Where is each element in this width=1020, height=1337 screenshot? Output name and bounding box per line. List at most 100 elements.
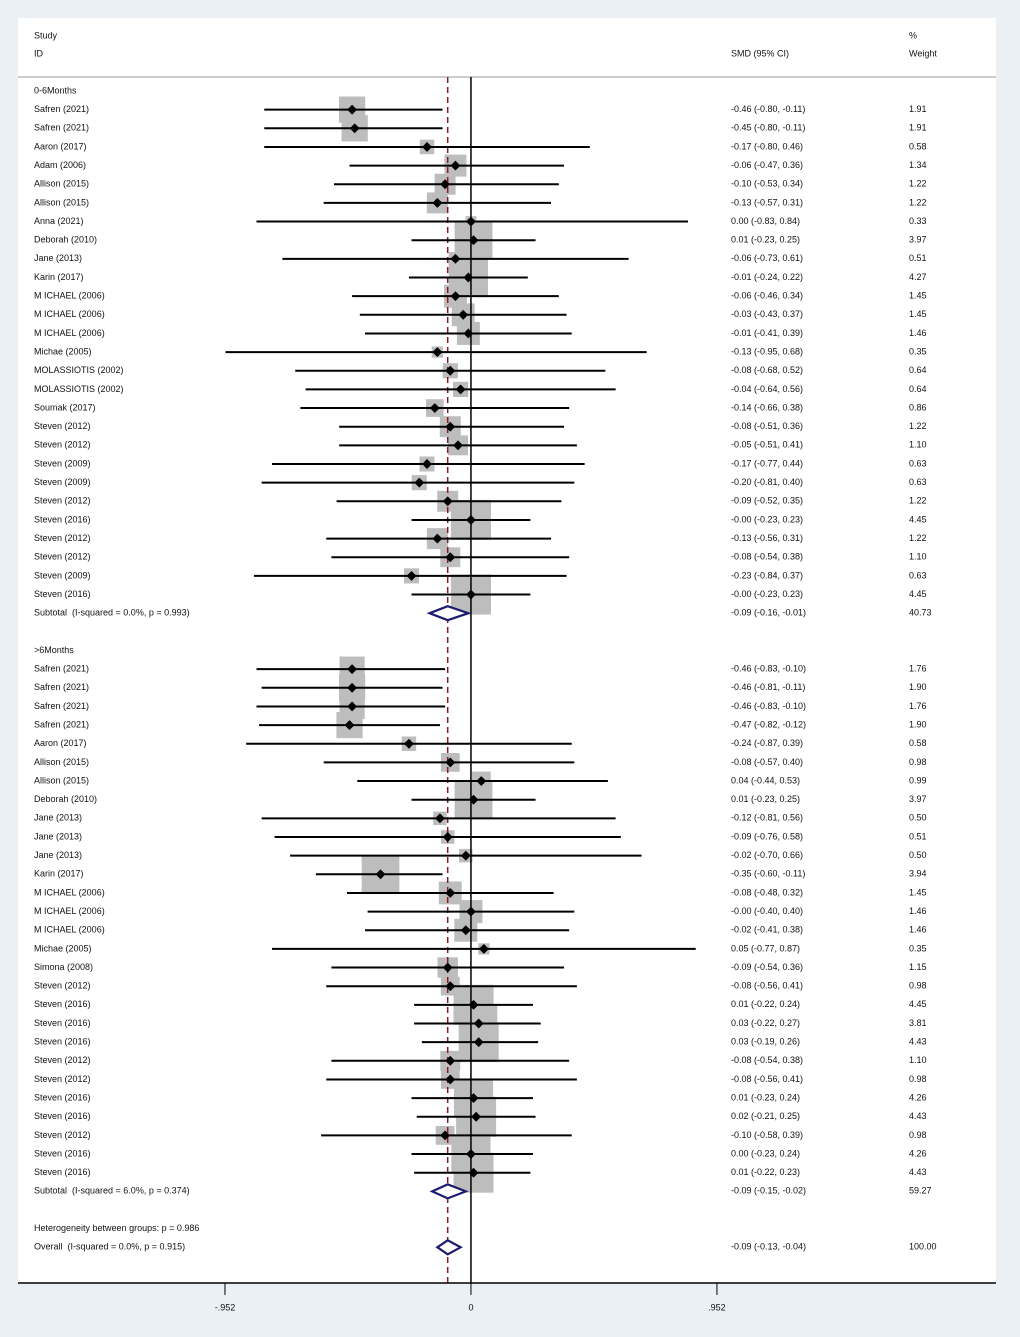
effect-label: -0.06 (-0.47, 0.36) (731, 160, 803, 170)
weight-label: 1.46 (909, 328, 927, 338)
point-estimate (406, 570, 417, 581)
study-label: Allison (2015) (34, 197, 89, 207)
weight-label: 1.91 (909, 104, 927, 114)
study-label: Karin (2017) (34, 272, 84, 282)
study-label: Safren (2021) (34, 682, 89, 692)
weight-label: 0.50 (909, 850, 927, 860)
header-id: ID (34, 48, 44, 58)
study-label: Steven (2016) (34, 514, 91, 524)
study-label: MOLASSIOTIS (2002) (34, 384, 124, 394)
weight-label: 0.64 (909, 384, 927, 394)
header-pct: % (909, 30, 917, 40)
point-estimate (445, 981, 456, 992)
weight-label: 3.81 (909, 1018, 927, 1028)
weight-label: 59.27 (909, 1186, 932, 1196)
effect-label: 0.03 (-0.19, 0.26) (731, 1037, 800, 1047)
point-estimate (458, 309, 469, 320)
pooled-diamond (426, 605, 472, 622)
effect-label: -0.06 (-0.46, 0.34) (731, 291, 803, 301)
study-label: Steven (2012) (34, 552, 91, 562)
study-label: M ICHAEL (2006) (34, 925, 105, 935)
point-estimate (442, 962, 453, 973)
weight-label: 1.22 (909, 179, 927, 189)
study-label: Safren (2021) (34, 701, 89, 711)
effect-label: -0.35 (-0.60, -0.11) (731, 869, 805, 879)
point-estimate (445, 1074, 456, 1085)
effect-label: -0.13 (-0.56, 0.31) (731, 533, 803, 543)
effect-label: -0.10 (-0.53, 0.34) (731, 179, 803, 189)
point-estimate (468, 999, 479, 1010)
point-estimate (473, 1037, 484, 1048)
effect-label: 0.01 (-0.23, 0.25) (731, 794, 800, 804)
effect-label: -0.14 (-0.66, 0.38) (731, 402, 803, 412)
study-label: Steven (2009) (34, 458, 91, 468)
weight-label: 1.45 (909, 887, 927, 897)
study-label: Steven (2016) (34, 1111, 91, 1121)
point-estimate (473, 1018, 484, 1029)
weight-label: 4.43 (909, 1167, 927, 1177)
weight-label: 0.98 (909, 1074, 927, 1084)
effect-label: -0.45 (-0.80, -0.11) (731, 123, 805, 133)
study-label: Steven (2012) (34, 981, 91, 991)
point-estimate (445, 888, 456, 898)
study-label: Steven (2016) (34, 999, 91, 1009)
weight-label: 4.27 (909, 272, 927, 282)
effect-label: -0.20 (-0.81, 0.40) (731, 477, 803, 487)
effect-label: 0.00 (-0.83, 0.84) (731, 216, 800, 226)
weight-label: 1.45 (909, 291, 927, 301)
study-label: Safren (2021) (34, 123, 89, 133)
effect-label: -0.23 (-0.84, 0.37) (731, 570, 803, 580)
study-label: Anna (2021) (34, 216, 84, 226)
study-label: Steven (2009) (34, 477, 91, 487)
x-tick-label: 0 (468, 1302, 473, 1312)
point-estimate (414, 477, 425, 488)
weight-label: 1.22 (909, 533, 927, 543)
point-estimate (478, 943, 489, 954)
effect-label: -0.05 (-0.51, 0.41) (731, 440, 803, 450)
point-estimate (466, 589, 476, 600)
effect-label: -0.09 (-0.54, 0.36) (731, 962, 803, 972)
point-estimate (432, 197, 443, 208)
effect-label: 0.01 (-0.23, 0.25) (731, 235, 800, 245)
pooled-diamond (429, 1183, 469, 1200)
pooled-diamond (435, 1239, 463, 1256)
weight-label: 1.22 (909, 496, 927, 506)
effect-label: 0.01 (-0.22, 0.24) (731, 999, 800, 1009)
effect-label: 0.02 (-0.21, 0.25) (731, 1111, 800, 1121)
effect-label: -0.10 (-0.58, 0.39) (731, 1130, 803, 1140)
effect-label: -0.09 (-0.76, 0.58) (731, 831, 803, 841)
point-estimate (463, 272, 474, 283)
weight-label: 0.51 (909, 253, 927, 263)
weight-label: 0.98 (909, 757, 927, 767)
weight-label: 4.26 (909, 1148, 927, 1158)
study-label: Allison (2015) (34, 775, 89, 785)
study-label: M ICHAEL (2006) (34, 291, 105, 301)
weight-label: 0.50 (909, 813, 927, 823)
study-label: Michae (2005) (34, 943, 92, 953)
effect-label: -0.09 (-0.13, -0.04) (731, 1242, 806, 1252)
study-label: Steven (2016) (34, 1037, 91, 1047)
study-label: Steven (2012) (34, 421, 91, 431)
weight-label: 3.94 (909, 869, 927, 879)
weight-label: 0.35 (909, 943, 927, 953)
weight-label: 0.51 (909, 831, 927, 841)
effect-label: -0.09 (-0.52, 0.35) (731, 496, 803, 506)
study-label: Steven (2016) (34, 589, 91, 599)
x-tick-label: -.952 (215, 1302, 236, 1312)
point-estimate (440, 179, 451, 190)
effect-label: -0.17 (-0.77, 0.44) (731, 458, 803, 468)
plot-area (18, 18, 996, 1283)
effect-label: -0.12 (-0.81, 0.56) (731, 813, 803, 823)
point-estimate (440, 1130, 451, 1141)
point-estimate (445, 552, 456, 563)
study-label: Aaron (2017) (34, 141, 87, 151)
effect-label: -0.00 (-0.23, 0.23) (731, 589, 803, 599)
point-estimate (455, 384, 466, 395)
group-label: 0-6Months (34, 85, 77, 95)
weight-label: 0.58 (909, 141, 927, 151)
point-estimate (429, 403, 440, 413)
group-label: >6Months (34, 645, 74, 655)
point-estimate (445, 757, 456, 768)
effect-label: -0.09 (-0.15, -0.02) (731, 1186, 806, 1196)
study-label: Safren (2021) (34, 719, 89, 729)
